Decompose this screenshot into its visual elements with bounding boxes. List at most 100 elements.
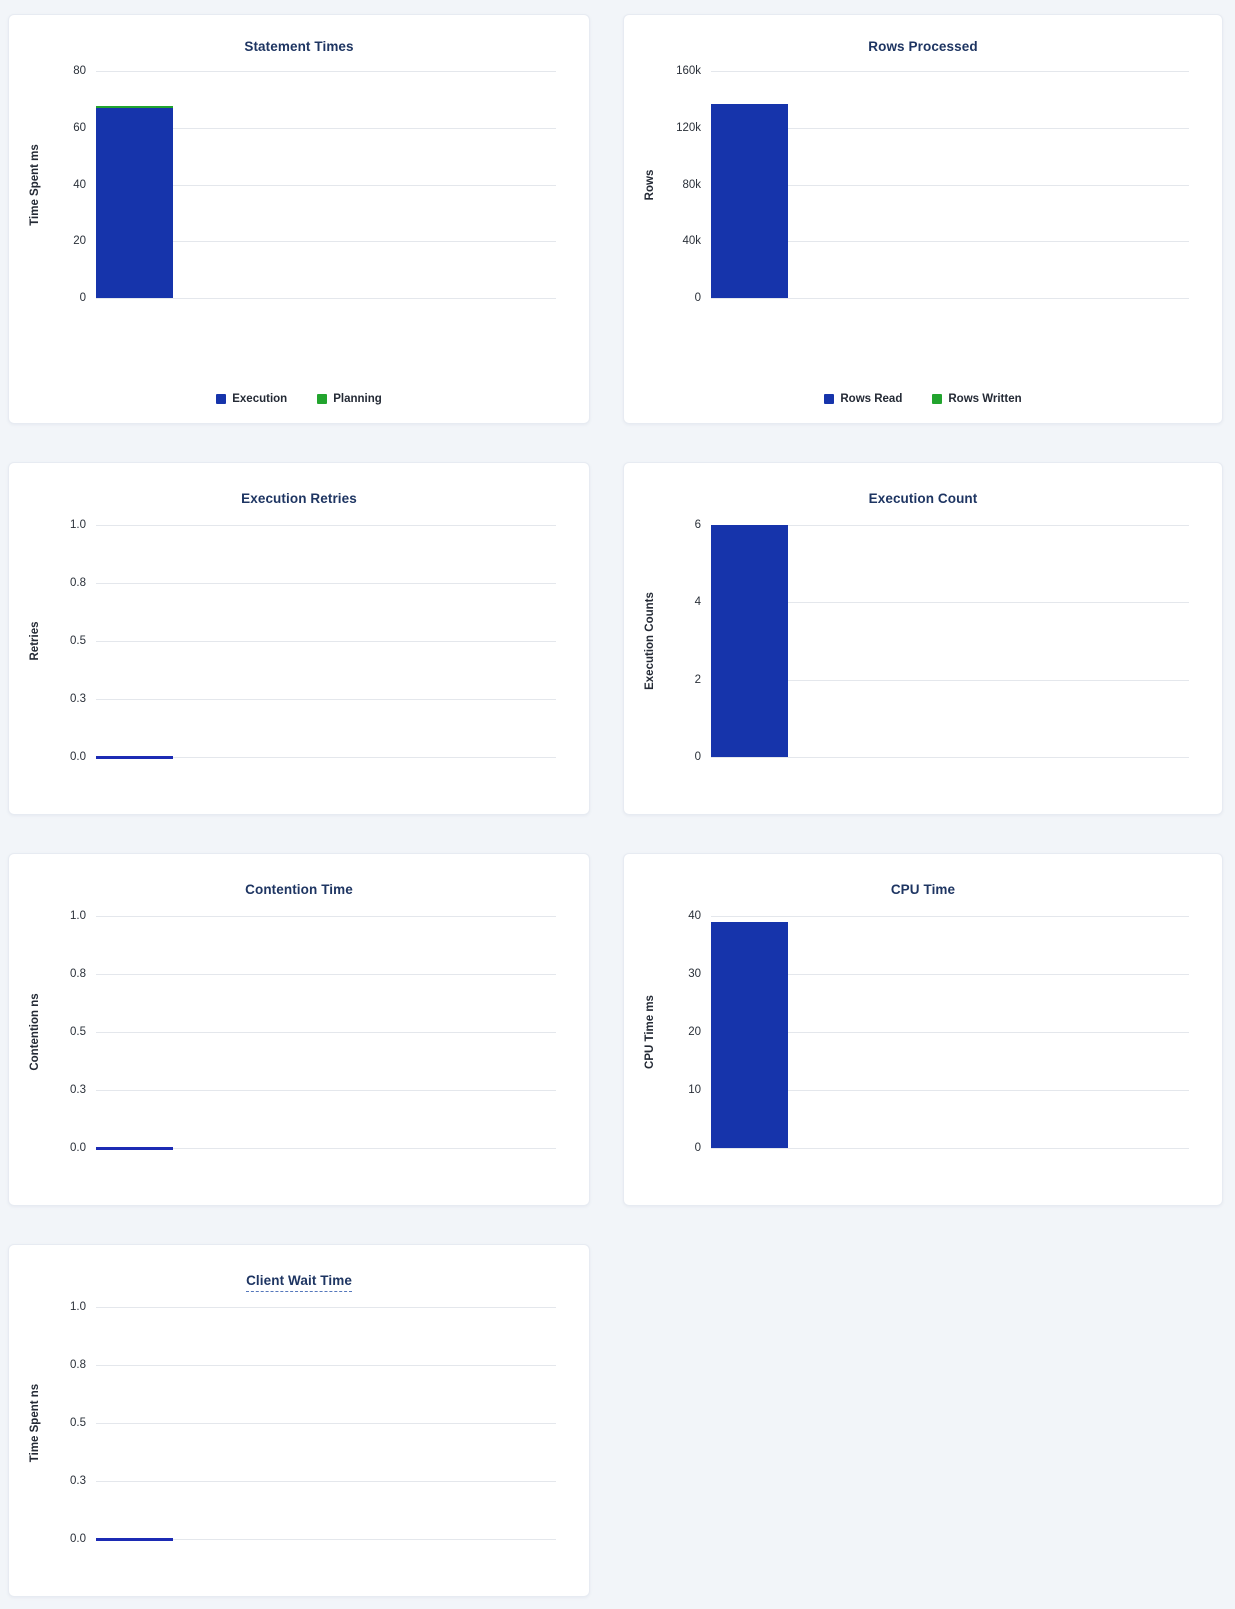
legend-label: Rows Written — [948, 393, 1022, 405]
chart-title: Execution Retries — [241, 491, 357, 506]
y-axis-label: Time Spent ms — [29, 143, 41, 226]
y-tick-label: 0 — [79, 292, 86, 304]
y-tick-label: 1.0 — [70, 910, 86, 922]
legend-swatch — [216, 394, 227, 404]
y-tick-label: 80 — [73, 65, 86, 77]
chart-card-contention-time: Contention Time Contention ns 1.0 0.8 0.5 0.3… — [8, 853, 590, 1206]
chart-title-row: Contention Time — [9, 854, 589, 900]
plot-area: Rows 160k 120k 80k 40k 0 — [624, 65, 1222, 304]
legend-label: Rows Read — [840, 393, 903, 405]
y-tick-label: 1.0 — [70, 1301, 86, 1313]
y-tick-label: 0 — [694, 1142, 701, 1154]
chart-card-execution-count: Execution Count Execution Counts 6 4 2 0 — [623, 462, 1223, 815]
chart-title-row: Execution Count — [624, 463, 1222, 509]
gridline — [96, 71, 556, 72]
bar-zero-value — [96, 1538, 173, 1541]
y-tick-label: 80k — [682, 178, 701, 191]
chart-title-row: Statement Times — [9, 15, 589, 57]
gridline — [96, 1090, 556, 1091]
gridline — [711, 679, 1189, 681]
bar-execution-count — [711, 525, 788, 757]
gridline — [711, 757, 1189, 758]
bar-zero-value — [96, 1147, 173, 1150]
chart-card-cpu-time: CPU Time CPU Time ms 40 30 20 10 0 — [623, 853, 1223, 1206]
gridline — [96, 298, 556, 299]
y-tick-label: 0.5 — [70, 635, 86, 647]
y-tick-label: 0.5 — [70, 1417, 86, 1429]
chart-card-rows-processed: Rows Processed Rows 160k 120k 80k 40k 0 Rows Re… — [623, 14, 1223, 424]
gridline — [711, 71, 1189, 72]
gridline — [96, 916, 556, 917]
y-tick-label: 0.0 — [70, 751, 86, 763]
chart-title: Statement Times — [244, 39, 354, 54]
plot-area: CPU Time ms 40 30 20 10 0 — [624, 910, 1222, 1154]
y-tick-label: 120k — [676, 121, 701, 134]
y-tick-label: 0.3 — [70, 693, 86, 705]
plot: 40 30 20 10 0 — [688, 910, 1189, 1154]
y-tick-label: 0 — [694, 292, 701, 304]
y-tick-label: 0.5 — [70, 1026, 86, 1038]
y-tick-label: 160k — [676, 65, 701, 77]
chart-title: Execution Count — [868, 491, 978, 506]
chart-title-row: Rows Processed — [624, 15, 1222, 57]
chart-title[interactable]: Client Wait Time — [246, 1273, 352, 1292]
legend-label: Planning — [333, 393, 382, 405]
y-axis-label: Contention ns — [29, 993, 41, 1071]
chart-card-execution-retries: Execution Retries Retries 1.0 0.8 0.5 0.3 0.0 — [8, 462, 590, 815]
gridline — [711, 916, 1189, 917]
gridline — [711, 241, 1189, 243]
gridline — [96, 583, 556, 584]
y-tick-label: 0.0 — [70, 1142, 86, 1154]
gridline — [96, 974, 556, 975]
gridline — [96, 1539, 556, 1540]
legend-item: Planning — [317, 393, 382, 405]
y-axis-label: Rows — [644, 169, 656, 200]
y-tick-label: 4 — [694, 596, 701, 609]
plot: 1.0 0.8 0.5 0.3 0.0 — [70, 910, 556, 1154]
bar-rows-read — [711, 103, 788, 298]
gridline — [96, 184, 556, 186]
plot: 1.0 0.8 0.5 0.3 0.0 — [70, 1301, 556, 1545]
y-tick-label: 0.8 — [70, 577, 86, 589]
chart-card-statement-times: Statement Times Time Spent ms 80 60 40 20 0 Exe… — [8, 14, 590, 424]
y-tick-label: 0.3 — [70, 1084, 86, 1096]
gridline — [96, 1307, 556, 1308]
chart-title: Rows Processed — [868, 39, 978, 54]
chart-title-row: Client Wait Time — [9, 1245, 589, 1292]
bar-planning — [96, 105, 173, 108]
gridline — [711, 1032, 1189, 1033]
gridline — [96, 525, 556, 526]
y-tick-label: 20 — [73, 235, 86, 248]
y-tick-label: 10 — [688, 1084, 701, 1096]
plot: 160k 120k 80k 40k 0 — [676, 65, 1189, 304]
gridline — [96, 1148, 556, 1149]
y-axis-label: CPU Time ms — [644, 995, 656, 1069]
legend-item: Execution — [216, 393, 287, 405]
gridline — [711, 298, 1189, 299]
bar-execution — [96, 107, 173, 298]
legend-label: Execution — [232, 393, 288, 405]
y-tick-label: 0 — [694, 751, 701, 763]
charts-grid: Statement Times Time Spent ms 80 60 40 20 0 Exe… — [8, 14, 1223, 1597]
y-tick-label: 40k — [682, 235, 701, 248]
gridline — [711, 602, 1189, 604]
gridline — [96, 1365, 556, 1366]
plot-area: Retries 1.0 0.8 0.5 0.3 0.0 — [9, 519, 589, 763]
chart-title: Contention Time — [245, 882, 353, 897]
gridline — [711, 184, 1189, 186]
bar-cpu-time — [711, 921, 788, 1148]
y-tick-label: 6 — [694, 519, 701, 531]
y-tick-label: 40 — [73, 178, 86, 191]
legend-swatch — [824, 394, 835, 404]
plot-area: Time Spent ms 80 60 40 20 0 — [9, 65, 589, 304]
y-tick-label: 30 — [688, 968, 701, 980]
chart-legend: Rows Read Rows Written — [624, 393, 1222, 405]
gridline — [96, 641, 556, 642]
gridline — [96, 699, 556, 700]
y-tick-label: 0.8 — [70, 1359, 86, 1371]
legend-item: Rows Read — [824, 393, 902, 405]
legend-swatch — [932, 394, 943, 404]
y-tick-label: 20 — [688, 1026, 701, 1038]
gridline — [96, 127, 556, 129]
